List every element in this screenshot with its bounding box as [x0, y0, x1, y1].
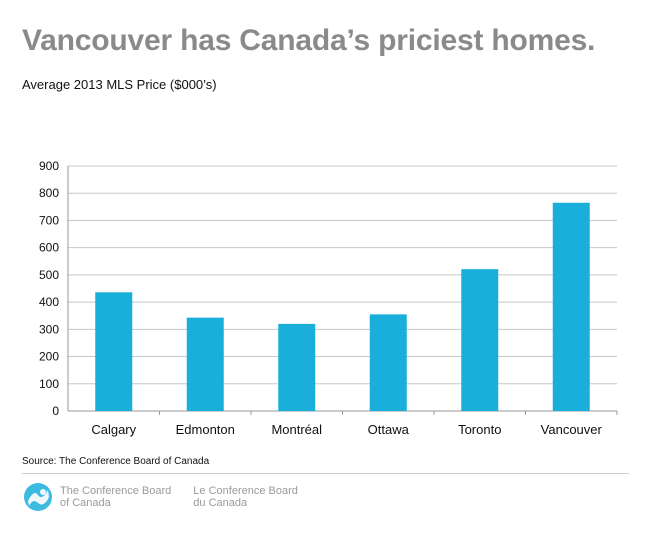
bar-toronto — [461, 269, 499, 411]
source-note: Source: The Conference Board of Canada — [22, 456, 210, 467]
y-tick-label: 400 — [39, 295, 59, 309]
footer-divider — [22, 473, 629, 474]
chart-subtitle: Average 2013 MLS Price ($000’s) — [22, 77, 217, 92]
y-tick-label: 800 — [39, 186, 59, 200]
x-tick-label: Calgary — [91, 422, 136, 437]
bar-ottawa — [369, 314, 407, 411]
x-tick-label: Toronto — [458, 422, 501, 437]
org-name-french: Le Conference Board du Canada — [193, 485, 298, 509]
y-tick-label: 100 — [39, 377, 59, 391]
y-tick-label: 300 — [39, 322, 59, 336]
footer: The Conference Board of Canada Le Confer… — [22, 480, 298, 514]
y-tick-label: 0 — [52, 404, 59, 418]
x-tick-label: Ottawa — [368, 422, 410, 437]
conference-board-logo-icon — [24, 483, 52, 511]
bar-chart: 0 100 200 300 400 500 600 700 800 900 Calgary Edmon… — [39, 159, 618, 437]
y-tick-label: 600 — [39, 241, 59, 255]
bar-montral — [278, 323, 316, 411]
x-tick-label: Edmonton — [176, 422, 235, 437]
bar-edmonton — [186, 317, 224, 411]
y-tick-label: 200 — [39, 350, 59, 364]
org-name-english: The Conference Board of Canada — [60, 485, 172, 509]
bar-calgary — [95, 292, 133, 411]
y-tick-label: 500 — [39, 268, 59, 282]
y-tick-label: 900 — [39, 159, 59, 173]
x-tick-label: Montréal — [271, 422, 322, 437]
chart-title: Vancouver has Canada’s priciest homes. — [22, 24, 596, 57]
bar-vancouver — [552, 202, 590, 411]
y-tick-label: 700 — [39, 213, 59, 227]
x-tick-label: Vancouver — [541, 422, 603, 437]
